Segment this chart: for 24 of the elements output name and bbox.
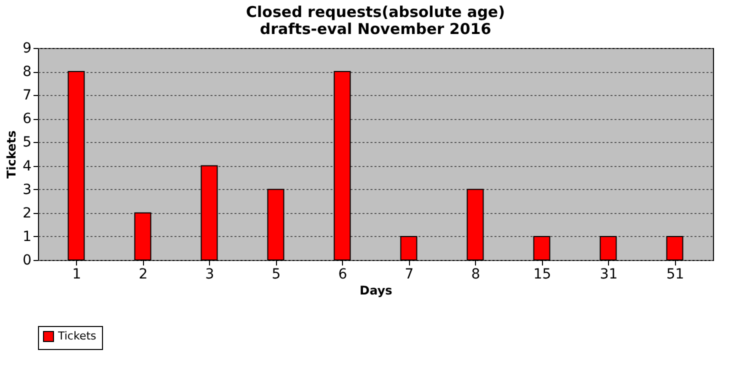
y-tick-label: 5 [22, 134, 32, 151]
y-tick-label: 4 [22, 158, 32, 174]
x-tick-label: 8 [471, 266, 480, 282]
chart-title: Closed requests(absolute age) drafts-eval November 2016 [246, 3, 505, 38]
y-tick-label: 0 [22, 252, 32, 268]
x-axis-title: Days [360, 284, 392, 298]
y-tick-label: 6 [22, 111, 32, 128]
y-tick-label: 7 [22, 88, 32, 104]
y-tick-label: 9 [22, 40, 32, 56]
y-tick-label: 3 [22, 182, 32, 198]
x-tick-label: 31 [600, 266, 618, 282]
y-tick-label: 8 [22, 64, 32, 80]
y-tick-label: 1 [22, 228, 32, 245]
x-tick-label: 1 [72, 266, 82, 282]
x-tick-label: 15 [533, 266, 552, 282]
y-axis-title: Tickets [4, 130, 19, 179]
y-tick-label: 2 [22, 205, 32, 222]
x-tick-label: 51 [666, 266, 684, 282]
x-tick-label: 5 [272, 266, 281, 282]
x-tick-label: 6 [338, 266, 348, 282]
legend-label: Tickets [57, 330, 97, 342]
x-tick-label: 2 [138, 266, 148, 282]
x-tick-label: 3 [205, 266, 214, 282]
x-tick-label: 7 [404, 266, 414, 282]
